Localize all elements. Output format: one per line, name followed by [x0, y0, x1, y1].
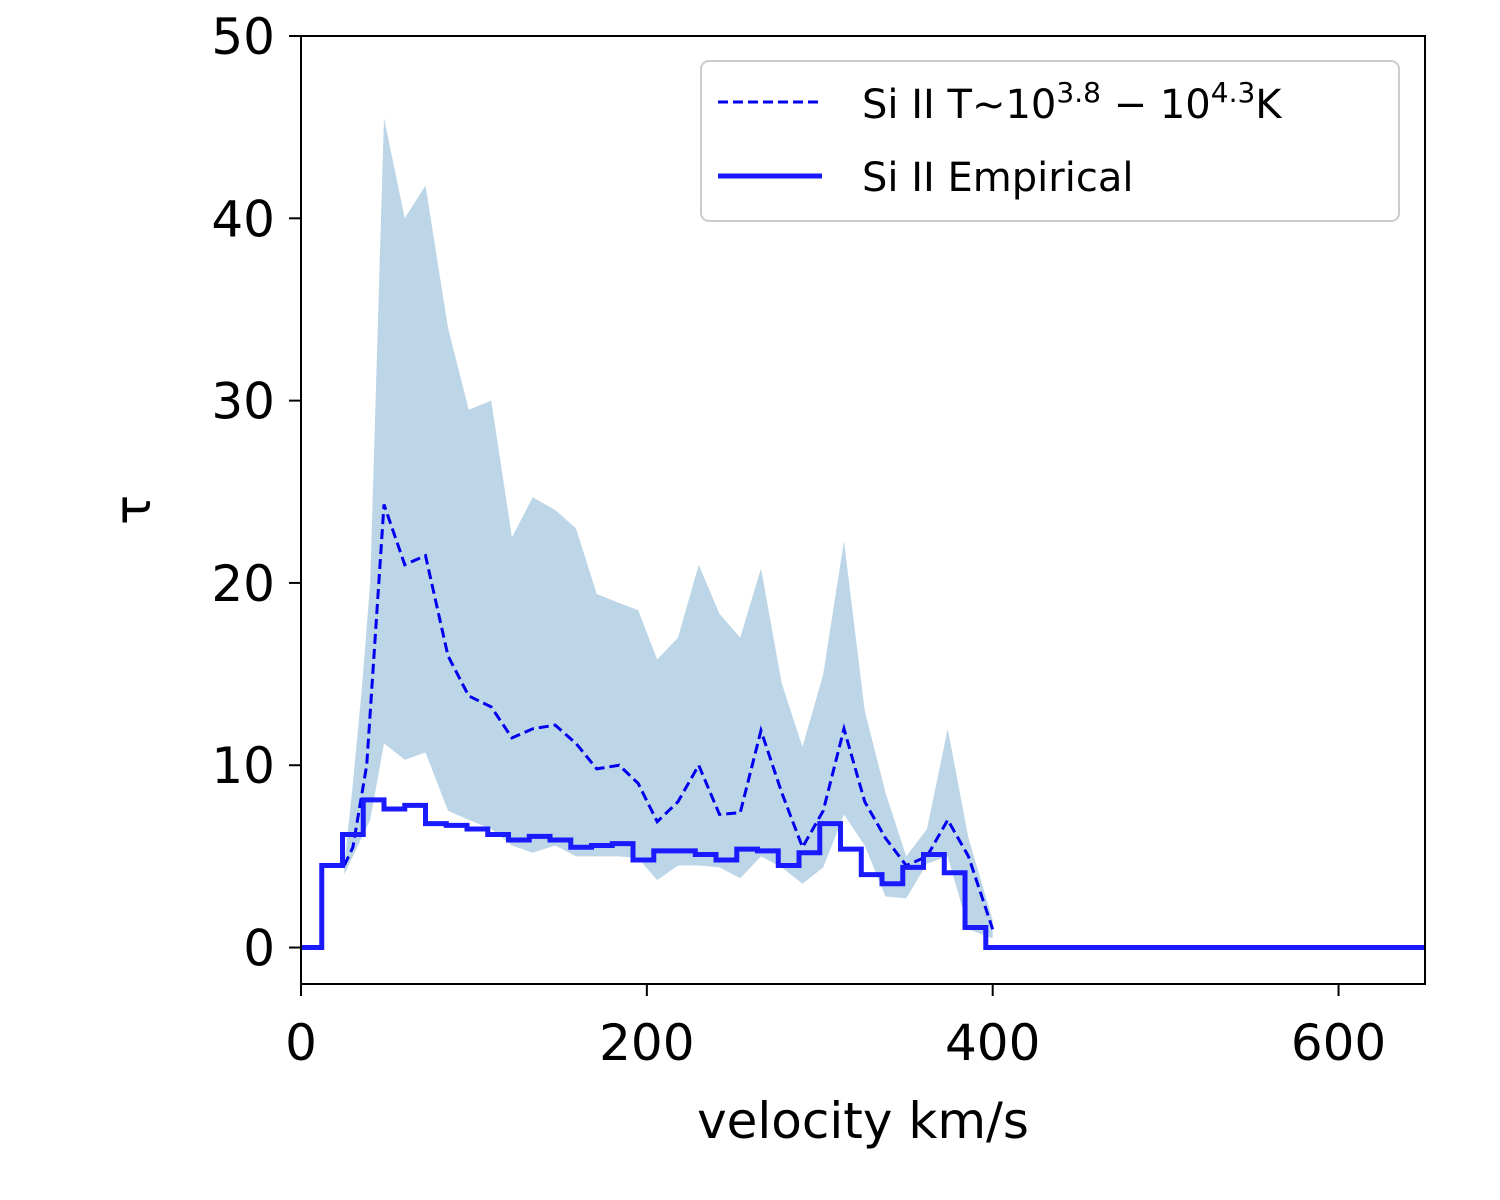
x-axis-label: velocity km/s	[697, 1092, 1029, 1150]
series-line-model	[342, 504, 995, 930]
x-tick-label: 0	[285, 1014, 317, 1072]
x-tick-label: 400	[945, 1014, 1040, 1072]
legend: Si II T~103.8 − 104.3K Si II Empirical	[700, 60, 1400, 222]
y-tick-label: 0	[243, 920, 275, 978]
y-axis-label: τ	[104, 495, 162, 525]
legend-model-sup2: 4.3	[1211, 76, 1256, 109]
x-tick-label: 600	[1291, 1014, 1386, 1072]
plot-area	[301, 118, 1425, 951]
legend-label-empirical: Si II Empirical	[862, 155, 1133, 201]
x-axis: 0 200 400 600	[285, 984, 1386, 1072]
y-tick-label: 10	[211, 737, 275, 795]
y-tick-label: 30	[211, 373, 275, 431]
x-tick-label: 200	[599, 1014, 694, 1072]
axes-frame	[300, 35, 1426, 985]
model-range-band	[344, 118, 993, 939]
y-tick-label: 50	[211, 8, 275, 66]
legend-model-prefix: Si II T~10	[862, 82, 1056, 128]
legend-model-sup1: 3.8	[1056, 76, 1101, 109]
y-tick-label: 20	[211, 555, 275, 613]
legend-box	[700, 60, 1400, 222]
y-axis: 0 10 20 30 40 50	[211, 8, 301, 978]
legend-label-model: Si II T~103.8 − 104.3K	[862, 76, 1283, 128]
y-tick-label: 40	[211, 190, 275, 248]
series-line-empirical	[301, 797, 1425, 951]
legend-model-suffix: K	[1255, 82, 1283, 128]
legend-model-mid: − 10	[1101, 82, 1211, 128]
